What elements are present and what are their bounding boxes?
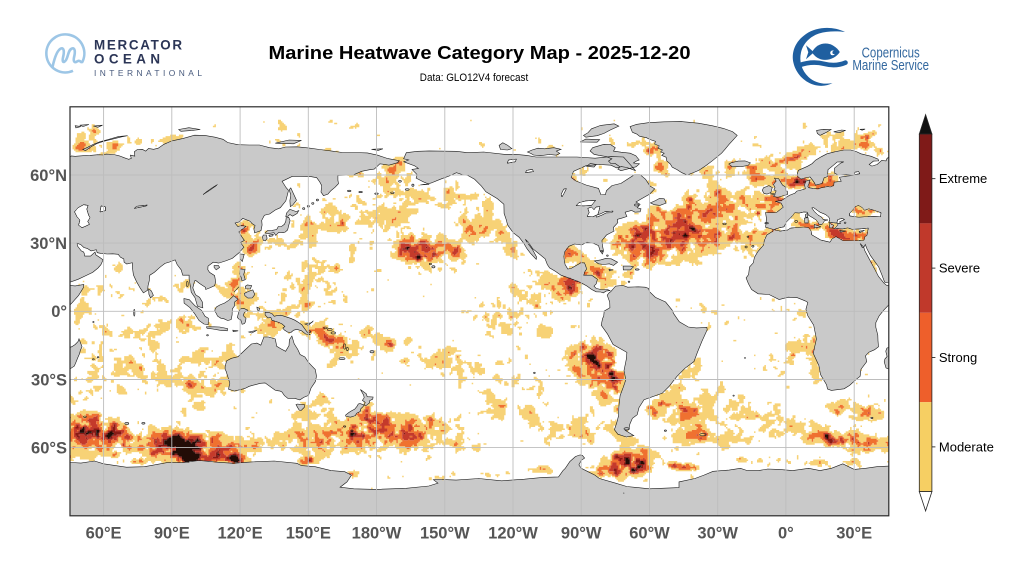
svg-text:0°: 0° [51,303,67,321]
svg-text:Extreme: Extreme [939,171,987,186]
svg-text:30°N: 30°N [30,235,67,253]
svg-text:INTERNATIONAL: INTERNATIONAL [94,68,202,78]
svg-text:Severe: Severe [939,261,980,276]
svg-text:150°W: 150°W [420,525,470,543]
svg-text:90°E: 90°E [154,525,190,543]
svg-text:60°S: 60°S [31,439,67,457]
svg-text:120°E: 120°E [218,525,263,543]
svg-text:Copernicus: Copernicus [862,46,920,62]
svg-text:Marine Service: Marine Service [852,58,929,74]
svg-text:90°W: 90°W [561,525,602,543]
svg-text:Marine Heatwave Category Map -: Marine Heatwave Category Map - 2025-12-2… [269,42,691,63]
svg-text:30°E: 30°E [836,525,872,543]
svg-text:30°S: 30°S [31,371,67,389]
svg-text:MERCATOR: MERCATOR [94,38,182,53]
svg-text:60°E: 60°E [86,525,122,543]
svg-text:OCEAN: OCEAN [94,52,160,67]
svg-text:Strong: Strong [939,350,977,365]
svg-text:0°: 0° [778,525,794,543]
svg-text:Moderate: Moderate [939,439,994,454]
svg-text:30°W: 30°W [697,525,738,543]
svg-text:180°W: 180°W [352,525,402,543]
svg-text:120°W: 120°W [488,525,538,543]
svg-text:60°W: 60°W [629,525,670,543]
svg-text:60°N: 60°N [30,167,67,185]
svg-text:Data: GLO12V4 forecast: Data: GLO12V4 forecast [420,72,528,84]
svg-text:150°E: 150°E [286,525,331,543]
